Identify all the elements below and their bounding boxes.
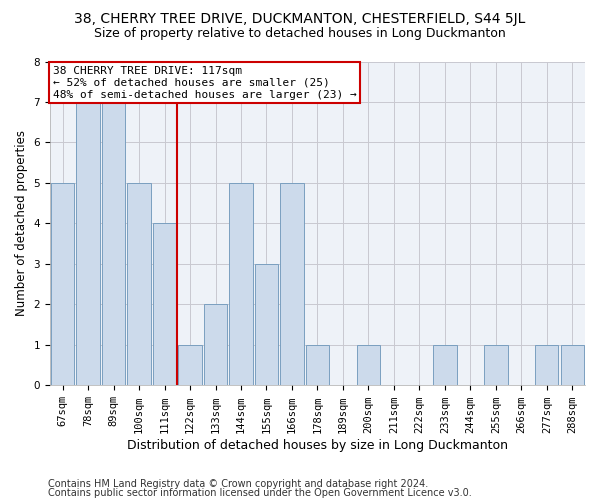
Y-axis label: Number of detached properties: Number of detached properties bbox=[15, 130, 28, 316]
Text: Size of property relative to detached houses in Long Duckmanton: Size of property relative to detached ho… bbox=[94, 28, 506, 40]
Bar bbox=[255, 264, 278, 386]
Bar bbox=[356, 345, 380, 386]
Bar bbox=[484, 345, 508, 386]
Bar bbox=[102, 102, 125, 386]
Bar bbox=[280, 183, 304, 386]
Bar bbox=[560, 345, 584, 386]
Bar bbox=[535, 345, 559, 386]
Bar bbox=[153, 224, 176, 386]
Bar bbox=[204, 304, 227, 386]
Text: 38, CHERRY TREE DRIVE, DUCKMANTON, CHESTERFIELD, S44 5JL: 38, CHERRY TREE DRIVE, DUCKMANTON, CHEST… bbox=[74, 12, 526, 26]
Bar bbox=[433, 345, 457, 386]
Text: Contains public sector information licensed under the Open Government Licence v3: Contains public sector information licen… bbox=[48, 488, 472, 498]
X-axis label: Distribution of detached houses by size in Long Duckmanton: Distribution of detached houses by size … bbox=[127, 440, 508, 452]
Bar bbox=[127, 183, 151, 386]
Bar bbox=[178, 345, 202, 386]
Bar bbox=[51, 183, 74, 386]
Bar bbox=[229, 183, 253, 386]
Bar bbox=[306, 345, 329, 386]
Bar bbox=[76, 102, 100, 386]
Text: 38 CHERRY TREE DRIVE: 117sqm
← 52% of detached houses are smaller (25)
48% of se: 38 CHERRY TREE DRIVE: 117sqm ← 52% of de… bbox=[53, 66, 356, 100]
Text: Contains HM Land Registry data © Crown copyright and database right 2024.: Contains HM Land Registry data © Crown c… bbox=[48, 479, 428, 489]
